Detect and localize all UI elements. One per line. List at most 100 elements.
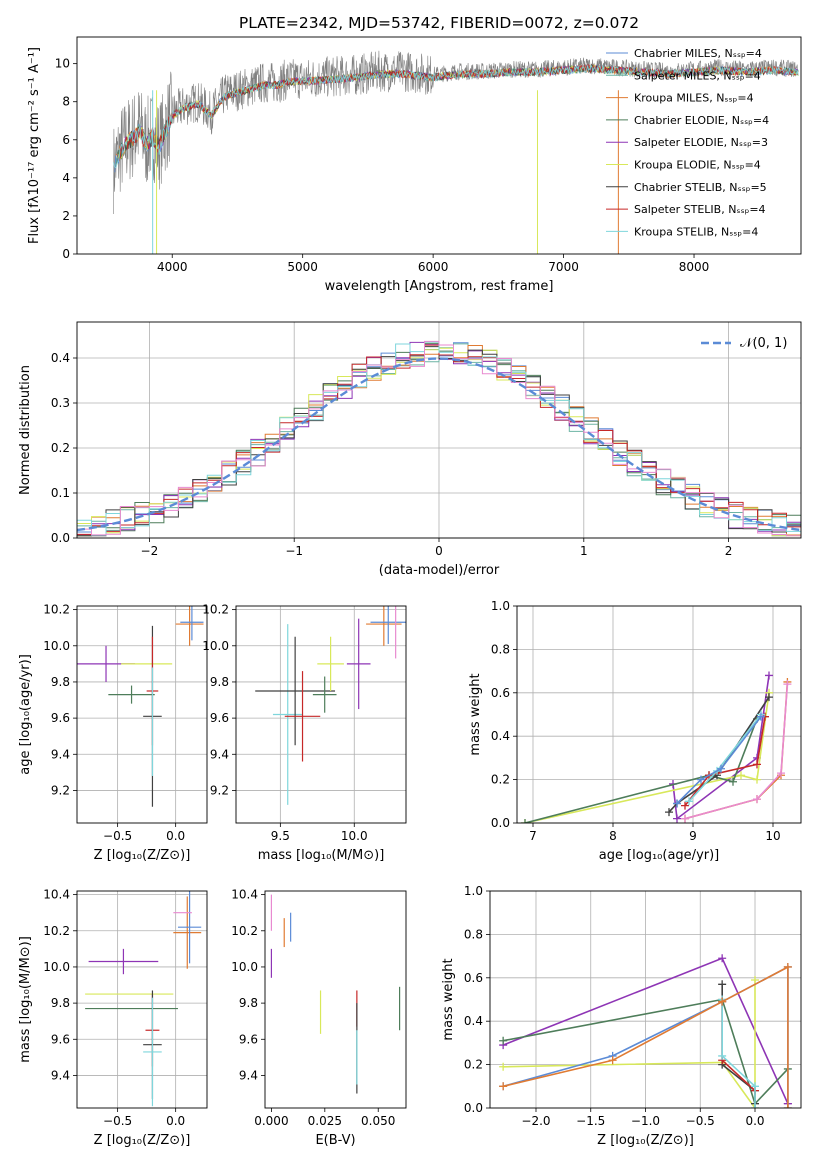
massweight-vs-age-xtick-label: 9 [689,829,697,843]
mass-vs-EBV-errorbars [270,894,401,1094]
massweight-vs-age-ytick-label: 0.4 [491,729,510,743]
mass-vs-Z-ytick-label: 9.4 [51,1068,70,1082]
residuals-ytick-label: 0.0 [51,531,70,545]
age-vs-mass-xlabel: mass [log₁₀(M/M⊙)] [258,848,385,863]
age-vs-mass-ytick-label: 10.2 [202,603,229,617]
massweight-vs-age-marker-4-2 [753,760,761,769]
mass-vs-EBV-ytick-label: 10.2 [231,924,258,938]
age-vs-mass-ytick-label: 9.2 [210,783,229,797]
massweight-vs-age-ytick-label: 0.0 [491,816,510,830]
massweight-vs-Z-marker-7-4 [783,1104,792,1108]
mass-vs-Z-frame [76,890,208,1109]
massweight-vs-Z-ytick-label: 0.0 [464,1101,483,1115]
residuals-ytick-label: 0.4 [51,351,70,365]
mass-vs-EBV-xtick-label: 0.050 [361,1114,395,1128]
massweight-vs-age-marker-1-1 [737,771,745,780]
mass-vs-EBV-ytick-label: 10.0 [231,960,258,974]
spectrum-xtick-label: 6000 [418,260,449,274]
spectrum-lines [113,50,799,254]
massweight-vs-Z-series-2 [502,998,789,1106]
massweight-vs-Z-marker-7-2 [718,997,727,1006]
mass-vs-Z-ytick-label: 9.8 [51,996,70,1010]
mass-vs-EBV-ytick-label: 10.4 [231,888,258,902]
legend-label-7: Salpeter STELIB, Nₛₛₚ=4 [634,203,766,216]
mass-vs-Z-ytick-label: 9.6 [51,1032,70,1046]
residuals-xtick-label: −2 [141,544,159,558]
massweight-vs-age-xtick-label: 8 [609,829,617,843]
legend-label-1: Salpeter MILES, Nₛₛₚ=4 [634,69,761,82]
massweight-vs-Z-lines [499,954,792,1108]
legend-label-6: Chabrier STELIB, Nₛₛₚ=5 [634,181,767,194]
massweight-vs-Z-series-1 [503,980,756,1108]
residuals-frame [76,321,802,539]
age-vs-mass-ytick-label: 10.0 [202,639,229,653]
age-vs-mass-ytick-label: 9.8 [210,675,229,689]
grid-layer [77,322,801,1109]
massweight-vs-age-marker-1-2 [753,775,761,784]
massweight-vs-age-lines [521,671,792,823]
massweight-vs-age-xlabel: age [log₁₀(age/yr)] [599,848,720,863]
age-vs-mass-xtick-label: 9.5 [271,829,290,843]
massweight-vs-Z-ylabel: mass weight [441,958,456,1040]
residuals-ytick-label: 0.2 [51,441,70,455]
age-vs-mass-ytick-label: 9.4 [210,747,229,761]
age-vs-Z-ylabel: age [log₁₀(age/yr)] [18,654,33,775]
mass-vs-Z-ylabel: mass [log₁₀(M/M⊙)] [18,936,33,1063]
age-vs-Z-xtick-label: 0.0 [166,829,185,843]
age-vs-mass-frame [235,605,407,824]
massweight-vs-age-series-2 [524,718,758,823]
age-vs-mass-ytick-label: 9.6 [210,711,229,725]
residuals-xtick-label: 0 [435,544,443,558]
massweight-vs-Z-marker-7-0 [499,1082,508,1091]
mass-vs-EBV-ytick-label: 9.4 [239,1068,258,1082]
mass-vs-Z-errorbars [85,891,202,1107]
age-vs-Z-errorbars [77,606,204,807]
mass-vs-Z-ytick-label: 10.4 [43,888,70,902]
spectrum-ytick-label: 8 [62,95,70,109]
legend-normal-label: 𝒩(0, 1) [740,336,787,351]
massweight-vs-age-marker-2-2 [729,777,737,786]
residuals-ylabel: Normed distribution [18,365,33,495]
mass-vs-Z-ytick-label: 10.2 [43,924,70,938]
massweight-vs-age-series-8 [684,684,789,820]
age-vs-mass-xtick-label: 10.0 [341,829,368,843]
mass-vs-Z-xlabel: Z [log₁₀(Z/Z⊙)] [94,1133,191,1148]
massweight-vs-Z-ytick-label: 0.6 [464,971,483,985]
spectrum-ytick-label: 4 [62,171,70,185]
massweight-vs-age-marker-0-1 [673,814,681,823]
residuals-ytick-label: 0.3 [51,396,70,410]
residuals-xtick-label: −1 [285,544,303,558]
massweight-vs-Z-series-5 [721,999,756,1108]
mass-vs-Z-xtick-label: −0.5 [103,1114,132,1128]
residuals-xtick-label: 2 [725,544,733,558]
mass-vs-EBV-frame [264,890,407,1109]
massweight-vs-age-marker-4-0 [681,801,689,810]
spectrum-xtick-label: 7000 [548,260,579,274]
massweight-vs-age-xtick-label: 10 [765,829,780,843]
spectrum-frame [76,36,802,255]
spectrum-ylabel: Flux [fλ10⁻¹⁷ erg cm⁻² s⁻¹ A⁻¹] [27,47,42,244]
massweight-vs-age-series-6 [676,716,762,805]
residuals-xtick-label: 1 [580,544,588,558]
massweight-vs-age-frame [516,605,802,824]
mass-vs-Z-ytick-label: 10.0 [43,960,70,974]
massweight-vs-age-series-7 [684,681,789,820]
massweight-vs-Z-xtick-label: −1.5 [576,1114,605,1128]
spectrum-ytick-label: 0 [62,247,70,261]
model-spectrum-8 [113,64,799,169]
massweight-vs-Z-marker-1-0 [499,1062,508,1071]
massweight-vs-age-series-3 [668,696,770,813]
massweight-vs-age-marker-8-1 [753,795,761,804]
legend-label-2: Kroupa MILES, Nₛₛₚ=4 [634,92,754,105]
massweight-vs-age-ytick-label: 1.0 [491,599,510,613]
age-vs-Z-xlabel: Z [log₁₀(Z/Z⊙)] [94,848,191,863]
age-vs-Z-ytick-label: 10.0 [43,639,70,653]
residual-histograms [77,340,801,538]
massweight-vs-Z-xtick-label: −1.0 [631,1114,660,1128]
age-vs-Z-ytick-label: 9.6 [51,711,70,725]
spectrum-ytick-label: 6 [62,133,70,147]
massweight-vs-age-ytick-label: 0.6 [491,686,510,700]
massweight-vs-Z-xtick-label: 0.0 [745,1114,764,1128]
massweight-vs-Z-ytick-label: 0.8 [464,927,483,941]
